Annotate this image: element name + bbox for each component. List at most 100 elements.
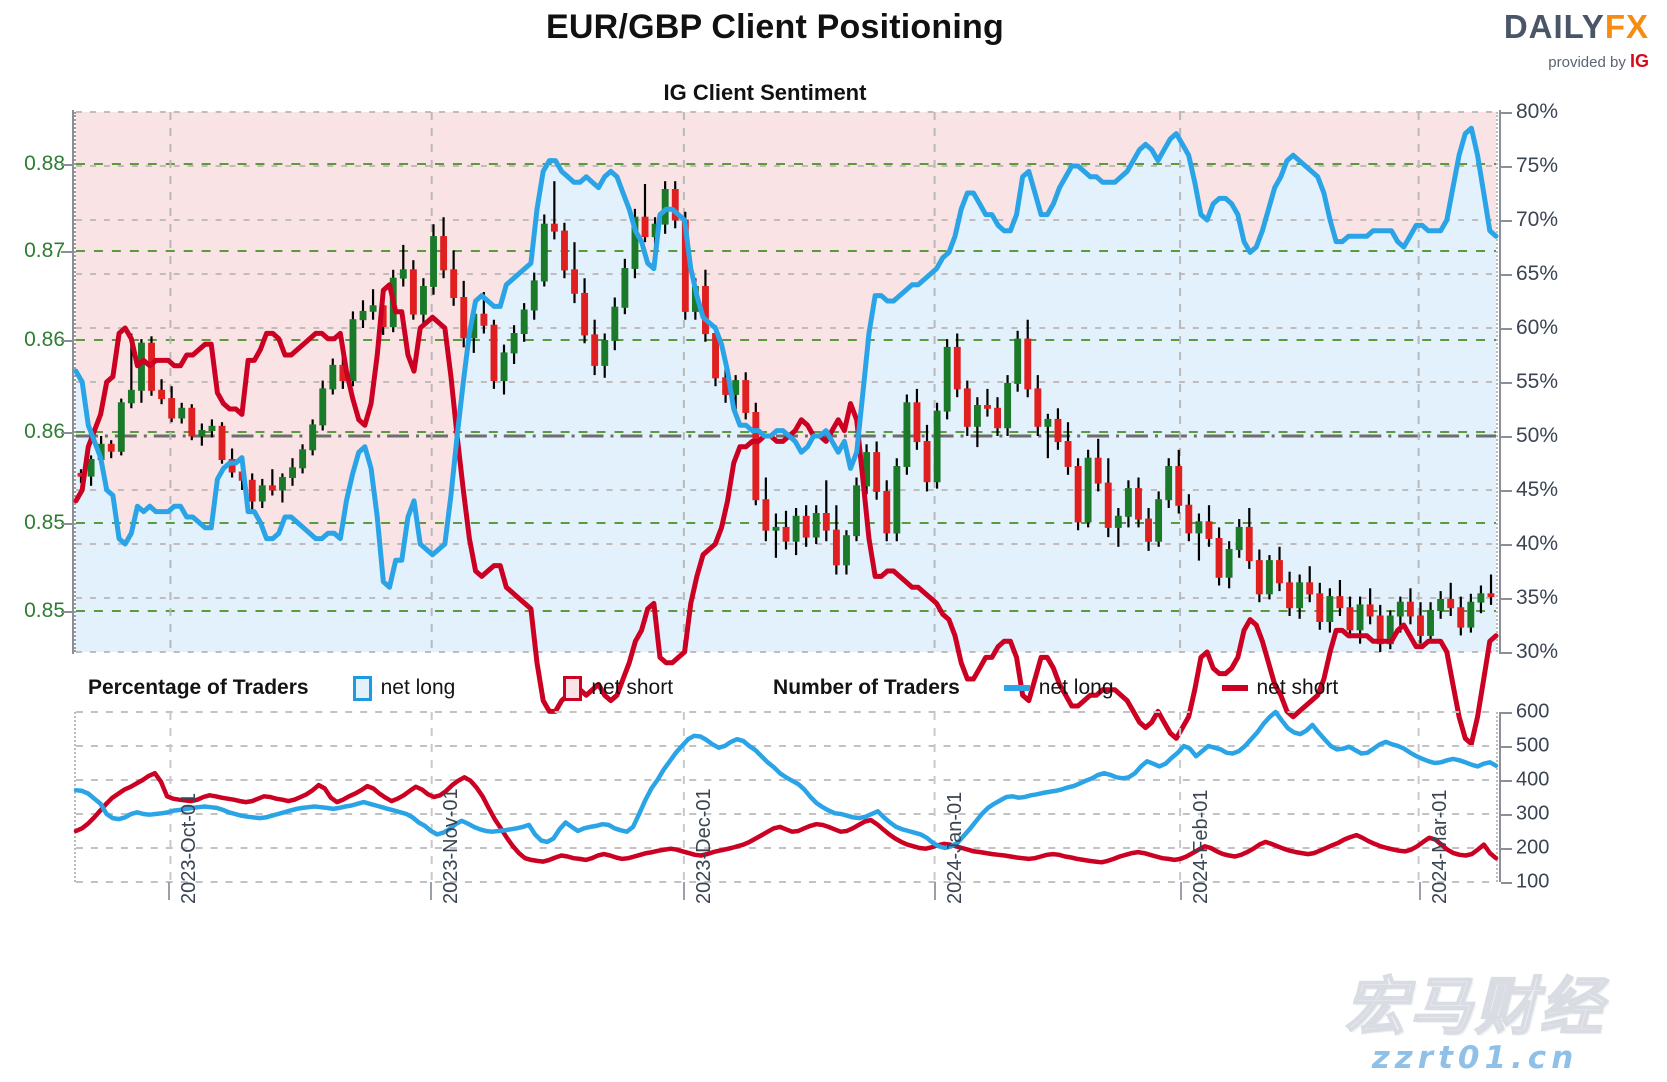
price-sentiment-plot	[73, 111, 1499, 747]
traders-right-tick-label: 600	[1516, 700, 1550, 723]
candle-body	[923, 441, 931, 483]
candle-body	[1114, 515, 1122, 528]
candle-body	[853, 485, 860, 537]
candle-body	[943, 346, 951, 412]
sentiment-right-tick-mark	[1501, 274, 1512, 276]
sentiment-right-tick-mark	[1501, 382, 1512, 384]
sentiment-right-tick-mark	[1501, 436, 1512, 438]
x-axis-tick-mark	[429, 882, 432, 900]
net-long-percentage-line	[73, 125, 1499, 590]
sentiment-right-tick-mark	[1501, 598, 1512, 600]
candle-body	[671, 189, 679, 221]
price-left-tick-label: 0.87	[24, 238, 65, 262]
sentiment-right-tick-label: 65%	[1516, 262, 1559, 285]
candle-body	[198, 430, 206, 437]
watermark-cjk-text: 宏马财经	[1344, 969, 1605, 1044]
line-blue-icon	[1003, 685, 1030, 691]
traders-right-tick-label: 100	[1516, 870, 1550, 893]
candle-body	[973, 405, 981, 427]
price-axis-right-rail	[1499, 110, 1501, 654]
traders-right-tick-mark	[1501, 882, 1512, 884]
sentiment-right-tick-mark	[1501, 544, 1512, 546]
sentiment-right-tick-label: 60%	[1516, 316, 1559, 339]
candle-body	[1024, 338, 1032, 390]
candle-body	[1094, 457, 1102, 484]
candle-body	[1014, 338, 1022, 384]
logo-tagline: provided by IG	[1504, 52, 1649, 70]
x-axis-tick-label: 2024-Mar-01	[1429, 789, 1452, 904]
price-left-tick-label: 0.85	[24, 510, 65, 534]
net-long-count-line	[73, 709, 1499, 851]
legend-title-number: Number of Traders	[773, 676, 960, 699]
logo-tagline-prefix: provided by	[1548, 54, 1630, 71]
candle-body	[1165, 466, 1173, 501]
candle-body	[1406, 601, 1414, 617]
candle-body	[520, 309, 528, 334]
price-left-tick-label: 0.86	[24, 420, 65, 443]
logo-fx-text: FX	[1604, 8, 1649, 45]
net-long-area-fill	[76, 128, 1496, 652]
candle-body	[1336, 596, 1344, 609]
candle-body	[1467, 601, 1475, 628]
number-of-traders-svg	[73, 709, 1499, 883]
candle-body	[1235, 526, 1243, 551]
legend-entry-pct-net-short[interactable]: net short	[563, 675, 673, 701]
x-axis-tick-label: 2023-Dec-01	[692, 788, 715, 904]
price-axis-left-rail	[72, 110, 74, 654]
legend-entry-num-net-long[interactable]: net long	[1003, 676, 1114, 700]
candle-body	[1175, 466, 1183, 506]
sentiment-right-tick-label: 30%	[1516, 640, 1559, 663]
candle-body	[742, 380, 750, 413]
candle-body	[178, 407, 186, 419]
candle-body	[107, 443, 115, 452]
legend-entry-pct-net-long[interactable]: net long	[352, 675, 455, 701]
candle-body	[540, 223, 548, 282]
price-left-tick-mark	[61, 611, 72, 613]
price-left-tick-mark	[61, 522, 72, 525]
candle-body	[893, 466, 901, 534]
dailyfx-logo: DAILYFX provided by IG	[1504, 10, 1649, 70]
candle-body	[1064, 441, 1072, 467]
sentiment-right-tick-mark	[1501, 652, 1512, 654]
traders-right-tick-label: 300	[1516, 802, 1550, 825]
sentiment-right-tick-label: 45%	[1516, 478, 1559, 501]
candle-body	[1004, 382, 1012, 429]
candle-body	[984, 405, 991, 409]
candle-body	[1457, 607, 1465, 628]
candle-body	[1437, 598, 1445, 611]
candle-body	[1356, 604, 1364, 631]
candle-body	[329, 364, 337, 390]
x-axis-tick-mark	[1419, 882, 1422, 900]
candle-body	[802, 515, 810, 538]
candle-body	[420, 286, 427, 315]
candle-body	[1316, 593, 1324, 622]
legend-entry-num-net-short[interactable]: net short	[1221, 676, 1338, 700]
traders-right-tick-mark	[1501, 780, 1512, 782]
candle-body	[963, 388, 971, 427]
candle-body	[1477, 593, 1485, 603]
candle-body	[792, 515, 800, 542]
candle-body	[832, 529, 840, 566]
traders-right-tick-mark	[1501, 848, 1512, 850]
candle-body	[913, 402, 921, 443]
candle-body	[822, 513, 830, 531]
candle-body	[561, 230, 568, 271]
traders-axis-right-rail	[1499, 712, 1501, 882]
candle-body	[218, 425, 226, 460]
chart-subtitle: IG Client Sentiment	[663, 80, 867, 105]
candle-body	[208, 425, 216, 431]
candle-body	[349, 319, 357, 382]
x-axis-tick-mark	[167, 882, 170, 900]
legend-label: net long	[1038, 676, 1114, 699]
candle-body	[812, 513, 820, 538]
price-left-tick-mark	[61, 250, 72, 253]
candle-body	[550, 223, 558, 232]
candle-body	[994, 407, 1001, 429]
candle-body	[953, 346, 961, 390]
candle-body	[188, 407, 196, 437]
traders-right-tick-mark	[1501, 746, 1512, 748]
logo-daily-text: DAILY	[1503, 8, 1605, 45]
candle-body	[1417, 615, 1424, 636]
candle-body	[289, 467, 296, 478]
